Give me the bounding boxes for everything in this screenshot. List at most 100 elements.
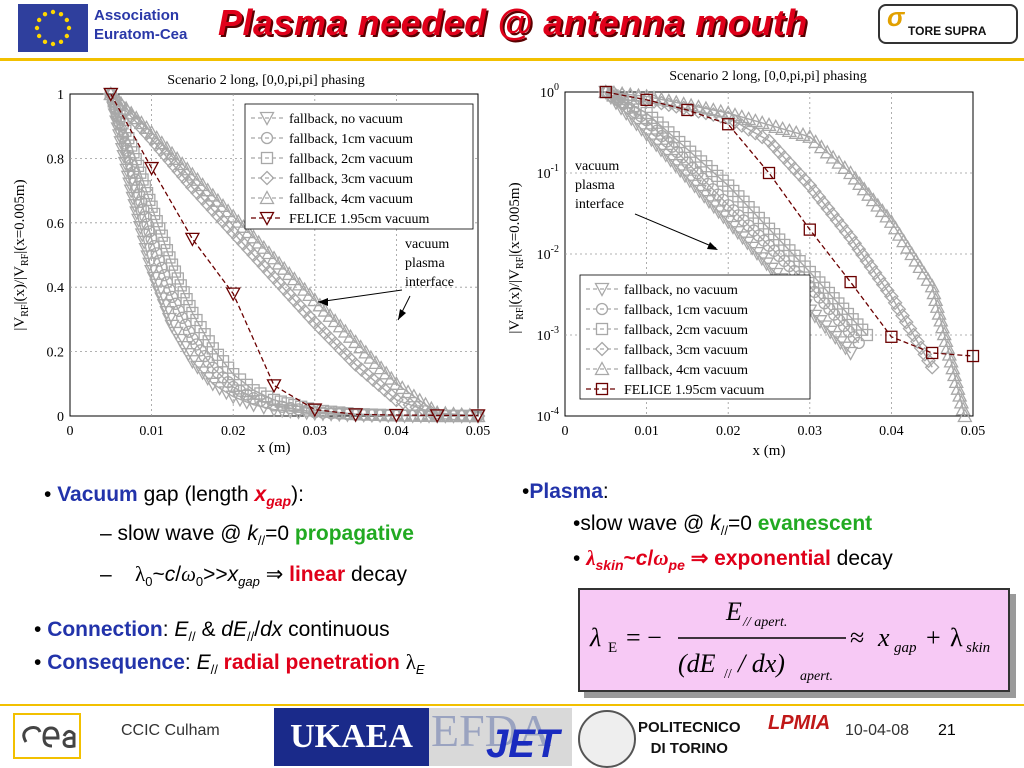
data-point [261, 390, 274, 403]
legend-entry: fallback, 1cm vacuum [586, 302, 748, 318]
data-point [807, 309, 823, 324]
x-tick-label: 0.04 [879, 424, 904, 439]
gap-subscript-2: gap [238, 574, 260, 590]
denominator-subscript-2: apert. [800, 669, 833, 684]
data-point [754, 115, 770, 130]
data-point [128, 110, 144, 125]
data-point [266, 379, 282, 394]
data-point [145, 200, 158, 213]
polito-line-1: POLITECNICO [638, 719, 741, 736]
data-point [256, 239, 272, 254]
data-point [215, 198, 231, 213]
eu-star [42, 11, 48, 17]
legend-entry: fallback, 3cm vacuum [251, 170, 413, 187]
data-point [843, 346, 859, 361]
data-point [834, 218, 849, 234]
implies-symbol: ⇒ [259, 563, 290, 586]
data-point [169, 150, 185, 165]
data-point [122, 132, 135, 145]
data-point [266, 250, 282, 265]
data-point [950, 380, 966, 395]
x-tick-label: 0.02 [221, 424, 246, 439]
slash: / [175, 563, 182, 586]
x-tick-label: 0.05 [466, 424, 491, 439]
dash: – [100, 563, 112, 586]
data-point [140, 186, 154, 200]
data-point [851, 241, 867, 257]
legend-label: FELICE 1.95cm vacuum [624, 383, 764, 398]
tore-supra-text: TORE SUPRA [908, 24, 987, 38]
data-point [172, 333, 188, 348]
data-point [388, 408, 404, 423]
implies-symbol: ⇒ [684, 547, 715, 570]
data-point [141, 217, 154, 231]
data-point [614, 85, 630, 100]
series-6 [599, 85, 980, 363]
y-tick-label: 10-4 [537, 406, 559, 425]
legend-entry: fallback, 3cm vacuum [586, 341, 748, 358]
legend-marker [260, 151, 274, 165]
data-point [143, 225, 156, 238]
data-point [957, 408, 973, 423]
y-axis-label: |VRF|(x)/|VRF|(x=0.005m) [12, 179, 31, 330]
date-label: 10-04-08 [845, 722, 910, 739]
tick-labels: 0 0.01 0.02 0.03 0.04 0.05 0 0.2 0.4 0.6 0.8 1 [47, 88, 491, 439]
omega-symbol: ω [653, 546, 669, 570]
data-point [281, 266, 297, 281]
data-point [288, 398, 301, 412]
E-symbol: E [174, 618, 189, 641]
y-tick-label: 1 [57, 88, 64, 103]
data-point [875, 277, 891, 292]
efda-text: EFDA [431, 705, 552, 756]
data-point [254, 387, 267, 400]
data-point [817, 320, 833, 335]
annotation-arrowhead [318, 298, 328, 306]
data-point [159, 306, 175, 321]
x-tick-label: 0 [562, 424, 569, 439]
legend-entry: fallback, 4cm vacuum [586, 361, 748, 378]
page-number: 21 [938, 722, 956, 739]
parallel-subscript: // [210, 662, 218, 678]
efda-jet-logo [429, 708, 572, 766]
data-point [227, 380, 240, 394]
data-point [829, 212, 845, 228]
plasma-sub-bullet-2: • λskin~c/ωpe ⇒ exponential decay [573, 546, 893, 573]
data-point [113, 95, 129, 110]
skin-subscript: skin [595, 557, 624, 574]
lpmia-logo: LPMIA [768, 712, 831, 734]
legend-marker [595, 322, 609, 336]
ukaea-logo: UKAEA [274, 708, 429, 766]
data-point [691, 184, 707, 199]
data-point [802, 128, 818, 143]
data-point [749, 246, 765, 261]
numerator-E: E [725, 597, 742, 626]
data-point [195, 177, 211, 192]
data-point [164, 319, 180, 334]
data-point [599, 85, 612, 99]
data-point [417, 396, 434, 411]
data-point [103, 87, 119, 102]
data-point [871, 271, 887, 287]
denominator-open: (dE [678, 649, 716, 678]
data-point [598, 84, 614, 100]
annotation-arrow [317, 289, 403, 303]
data-point [819, 144, 835, 159]
data-point [302, 286, 318, 301]
data-point [138, 180, 151, 193]
legend-label: fallback, 4cm vacuum [624, 363, 748, 378]
parallel-subscript: // [188, 629, 196, 645]
data-point [838, 224, 854, 240]
data-point [171, 272, 184, 285]
x-tick-label: 0.05 [961, 424, 986, 439]
data-point [145, 232, 158, 246]
eu-star [64, 17, 70, 23]
legend-marker [259, 190, 275, 205]
parallel-subscript-2: // [246, 629, 255, 645]
data-point [687, 179, 703, 194]
y-tick-label: 0.2 [47, 346, 65, 361]
data-point [184, 166, 200, 181]
data-point [900, 239, 916, 254]
data-point [913, 340, 929, 356]
data-point [920, 271, 936, 286]
data-point [795, 126, 811, 141]
